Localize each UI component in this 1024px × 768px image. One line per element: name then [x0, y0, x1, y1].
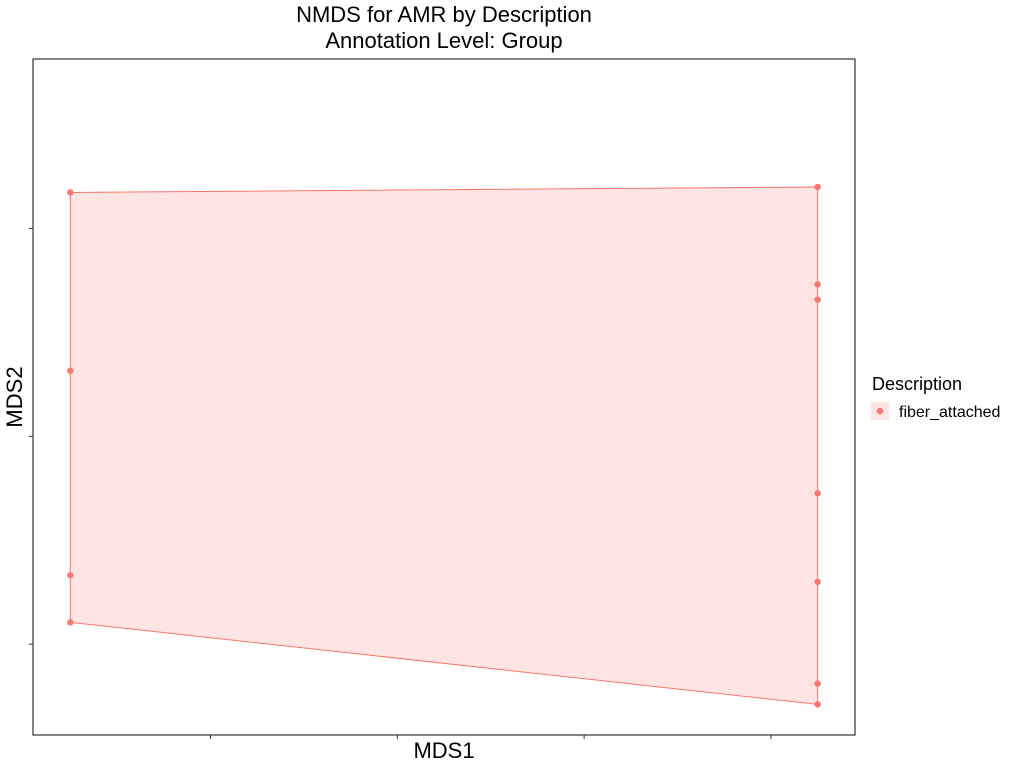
legend-label: fiber_attached — [899, 404, 1000, 421]
data-point — [67, 572, 74, 579]
data-point — [814, 680, 821, 687]
plot-panel-border — [32, 58, 856, 736]
chart-subtitle: Annotation Level: Group — [325, 28, 562, 53]
legend: Description fiber_attached — [871, 374, 1000, 421]
plot-area — [67, 183, 821, 708]
hull-fiber_attached — [69, 186, 819, 705]
legend-key-point — [876, 407, 884, 415]
data-point — [67, 367, 74, 374]
data-point — [814, 701, 821, 708]
data-point — [814, 490, 821, 497]
x-axis-ticks — [209, 735, 772, 739]
legend-title: Description — [872, 374, 962, 394]
x-axis-label: MDS1 — [413, 738, 474, 763]
data-point — [67, 619, 74, 626]
y-axis-label: MDS2 — [2, 366, 27, 427]
data-point — [67, 189, 74, 196]
data-point — [814, 578, 821, 586]
y-axis-ticks — [29, 228, 33, 645]
data-point — [814, 296, 821, 303]
data-point — [814, 281, 821, 288]
data-point — [814, 183, 821, 191]
chart-title: NMDS for AMR by Description — [296, 2, 592, 27]
legend-items: fiber_attached — [871, 402, 1000, 421]
